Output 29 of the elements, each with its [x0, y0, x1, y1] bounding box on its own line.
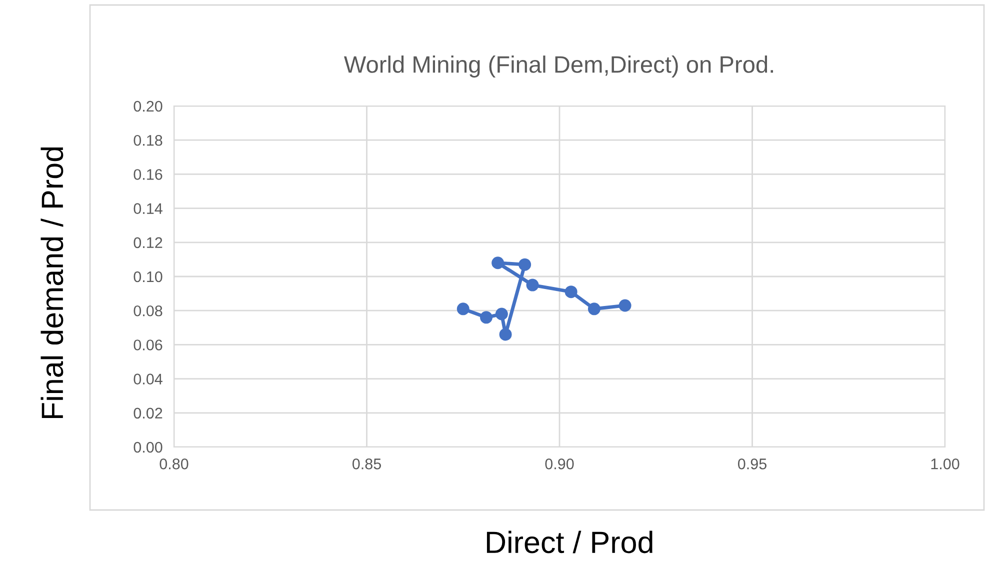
- y-tick-label: 0.00: [134, 442, 162, 453]
- point: [495, 308, 508, 320]
- y-tick-label: 0.12: [134, 237, 162, 248]
- x-tick-label: 0.95: [738, 458, 766, 470]
- y-tick-label: 0.02: [134, 408, 162, 419]
- y-tick-label: 0.14: [134, 203, 162, 214]
- y-axis-title: Final demand / Prod: [40, 147, 64, 418]
- y-tick-label: 0.16: [134, 169, 162, 180]
- point: [518, 258, 532, 271]
- y-tick-label: 0.20: [134, 100, 162, 112]
- y-tick-label: 0.10: [134, 271, 162, 282]
- point: [618, 299, 632, 312]
- x-axis-title: Direct / Prod: [486, 530, 652, 554]
- x-tick-label: 1.00: [931, 458, 960, 470]
- point: [588, 302, 600, 316]
- chart-title: World Mining (Final Dem,Direct) on Prod.: [344, 56, 773, 78]
- y-tick-label: 0.04: [134, 374, 162, 384]
- x-tick-label: 0.80: [160, 458, 188, 470]
- point: [526, 278, 539, 292]
- y-tick-label: 0.06: [134, 340, 162, 350]
- y-tick-label: 0.18: [134, 134, 162, 146]
- point: [456, 302, 470, 316]
- point: [564, 286, 578, 298]
- point: [499, 328, 512, 341]
- x-tick-label: 0.90: [545, 458, 574, 470]
- y-tick-label: 0.08: [134, 305, 162, 316]
- point: [492, 256, 504, 270]
- x-tick-label: 0.85: [352, 458, 381, 470]
- point: [480, 311, 493, 324]
